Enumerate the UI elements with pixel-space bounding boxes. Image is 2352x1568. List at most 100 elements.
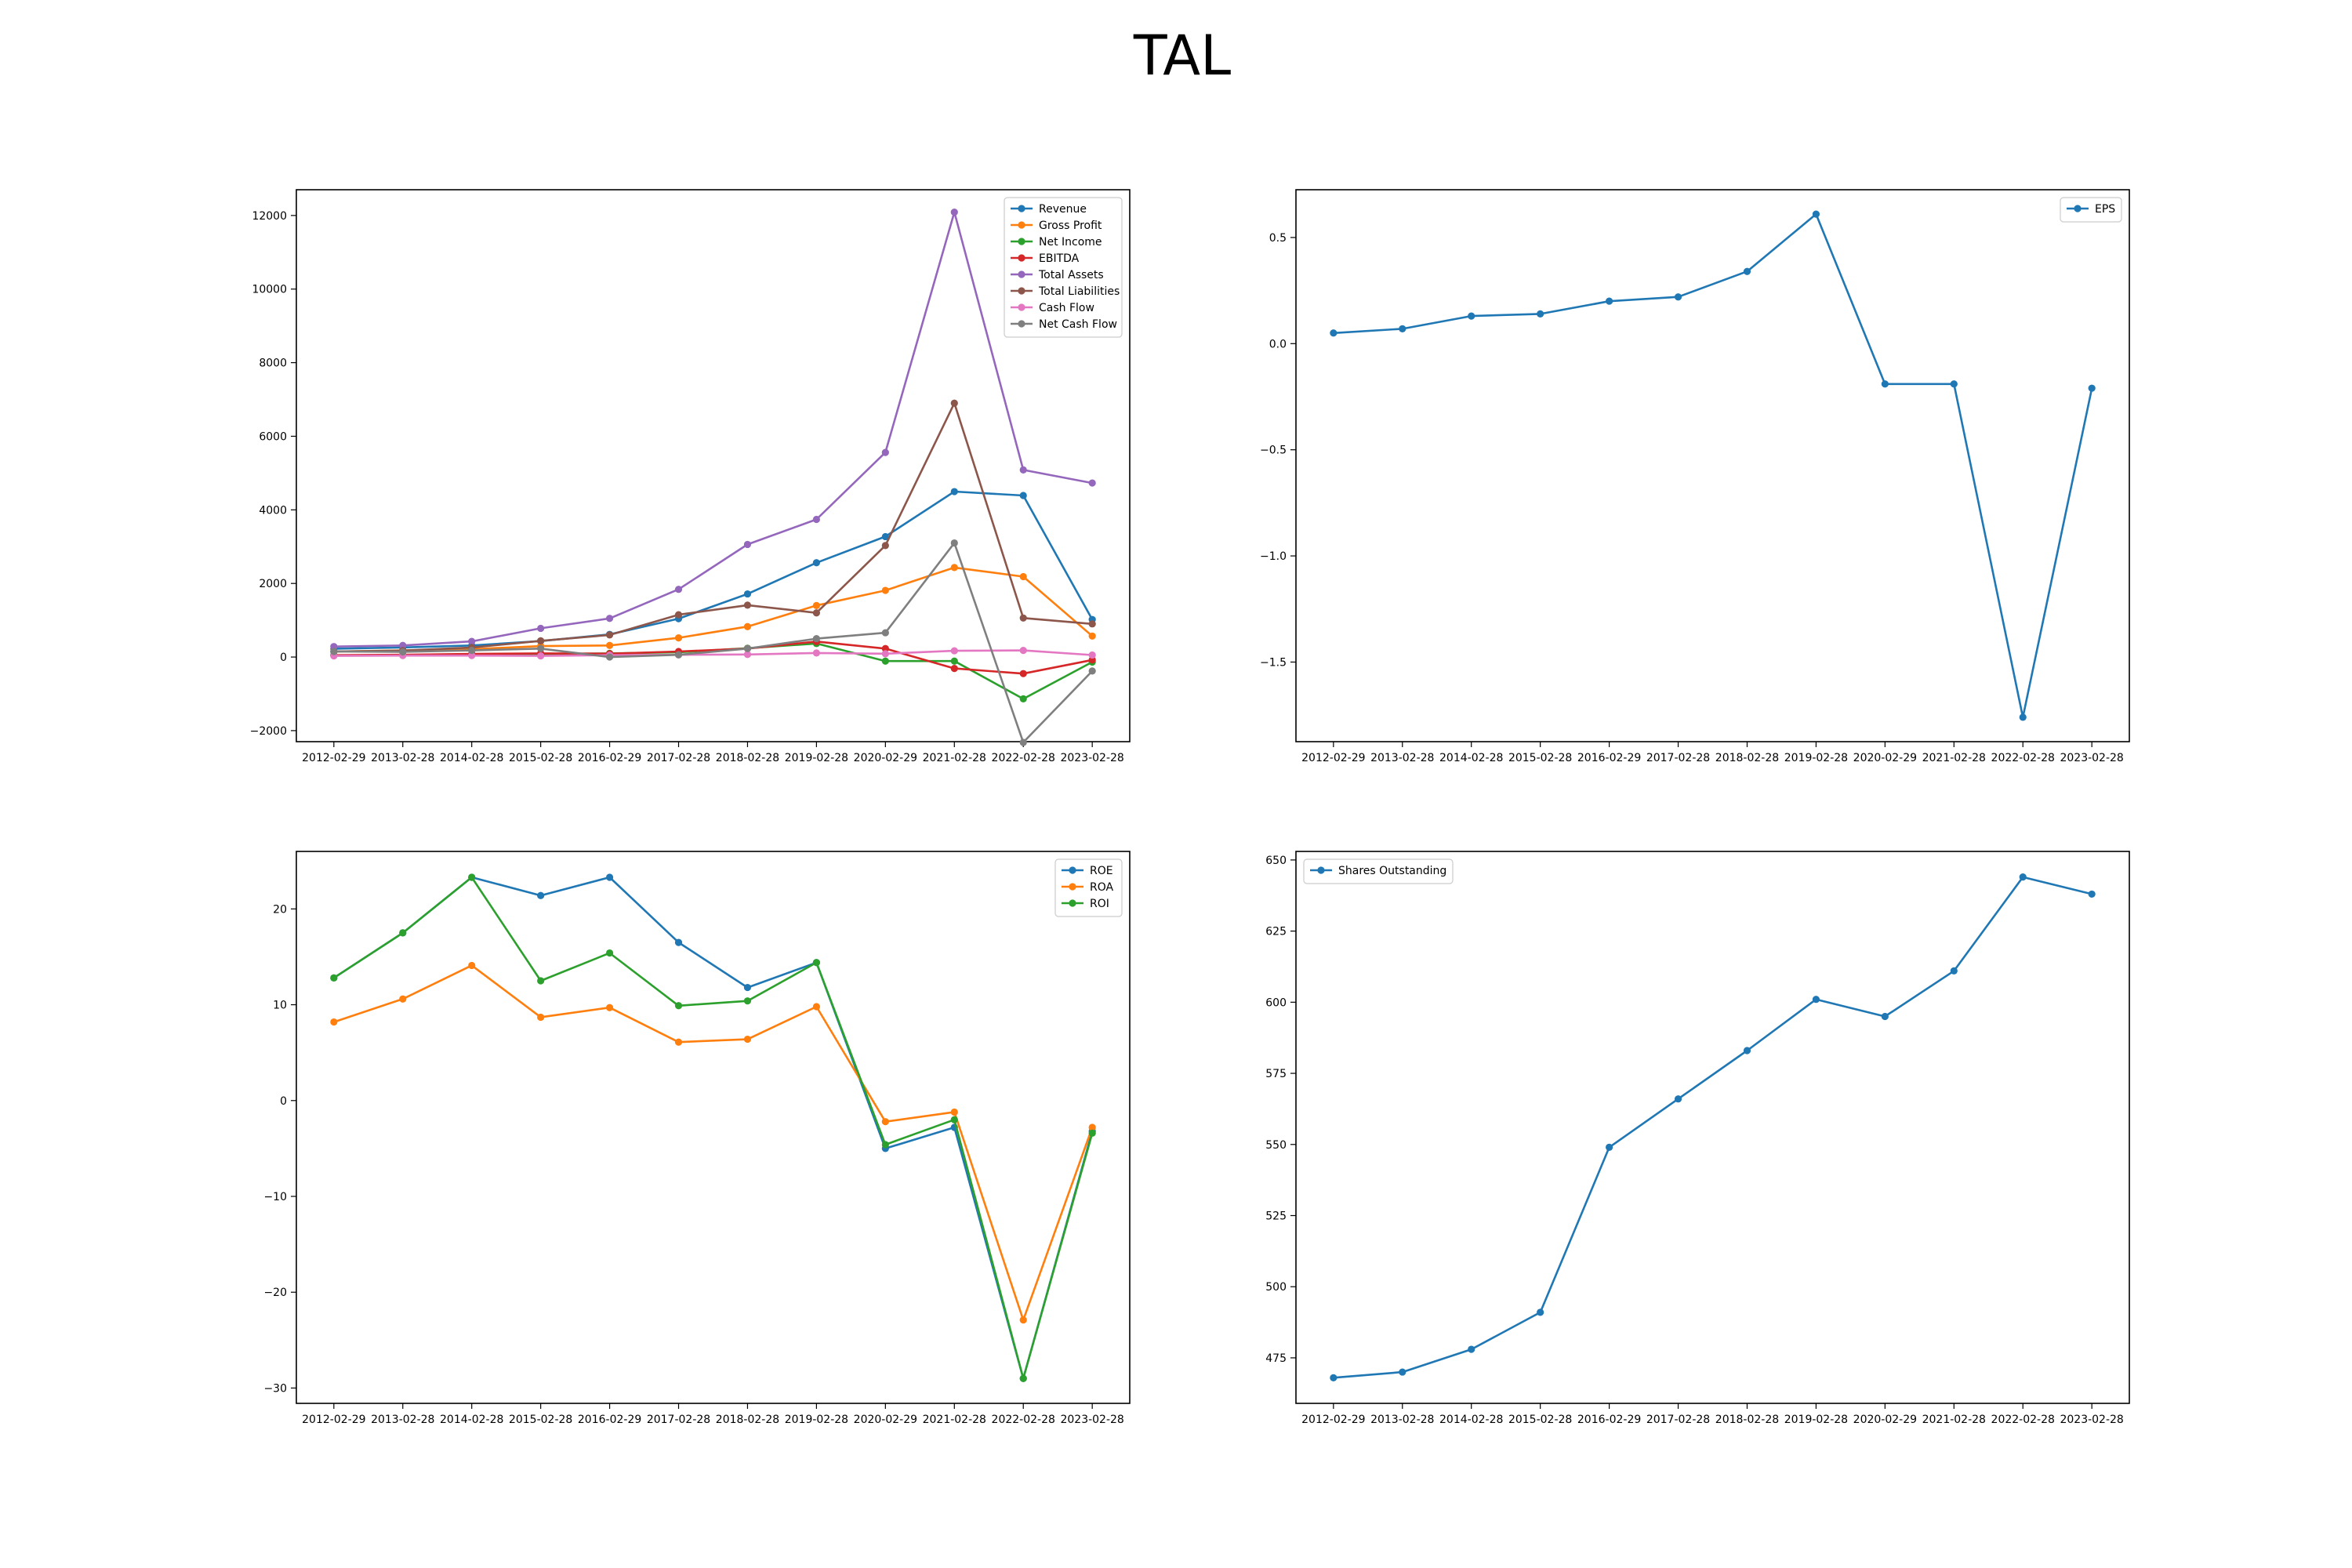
series-total-liabilities-point <box>812 609 821 617</box>
series-eps-point <box>2019 713 2027 721</box>
series-net-cash-flow-line <box>333 542 1094 744</box>
chart-4-y-tick-label: 650 <box>1265 855 1287 867</box>
chart-4-y-tick-label: 525 <box>1265 1210 1287 1222</box>
legend-roa-label: ROA <box>1090 881 1114 894</box>
series-cash-flow-point <box>468 652 476 659</box>
series-roa-point <box>1088 1123 1096 1131</box>
series-roa-point <box>399 995 407 1003</box>
chart-3-y-tick-label: 0 <box>280 1095 287 1108</box>
series-net-cash-flow-point <box>743 644 752 652</box>
chart-4-x-tick-label: 2012-02-29 <box>1301 1414 1365 1426</box>
legend-gross-profit-marker <box>1018 221 1025 229</box>
chart-4-x-tick-label: 2019-02-28 <box>1784 1414 1848 1426</box>
series-shares-outstanding-point <box>1330 1374 1338 1381</box>
chart-3-x-tick-label: 2021-02-28 <box>923 1414 986 1426</box>
chart-3-y-tick-label: 10 <box>273 1000 287 1012</box>
chart-1-x-tick-label: 2020-02-29 <box>854 752 917 764</box>
series-roi-point <box>1088 1129 1096 1137</box>
series-cash-flow-point <box>812 649 821 657</box>
series-shares-outstanding-point <box>1468 1345 1475 1353</box>
series-roi-point <box>881 1141 889 1149</box>
series-roa-point <box>330 1018 338 1026</box>
series-ebitda-point <box>950 665 958 673</box>
series-roa-point <box>950 1108 958 1116</box>
series-total-assets-point <box>468 637 476 645</box>
chart-3-y-tick-label: 20 <box>273 903 287 916</box>
series-total-liabilities-point <box>1088 620 1096 628</box>
series-roi-point <box>330 974 338 982</box>
series-cash-flow-point <box>1088 651 1096 659</box>
series-roe-point <box>537 891 545 899</box>
series-eps-point <box>1743 267 1751 275</box>
chart-3-x-tick-label: 2023-02-28 <box>1060 1414 1123 1426</box>
legend-total-assets-label: Total Assets <box>1038 269 1104 281</box>
series-gross-profit-point <box>881 586 889 594</box>
series-total-assets-point <box>674 586 683 593</box>
series-eps-point <box>1881 380 1889 388</box>
series-cash-flow-point <box>881 650 889 658</box>
series-total-liabilities-point <box>1019 614 1027 622</box>
legend-total-liabilities-label: Total Liabilities <box>1038 285 1120 298</box>
series-roa-point <box>812 1003 821 1011</box>
chart-2-legend: EPS <box>2060 197 2122 223</box>
series-net-cash-flow-point <box>605 653 614 661</box>
chart-1-y-tick-label: 6000 <box>259 430 287 443</box>
series-net-cash-flow-point <box>950 539 958 547</box>
series-shares-outstanding-point <box>1743 1047 1751 1054</box>
series-cash-flow-point <box>537 652 545 660</box>
legend-net-cash-flow-marker <box>1018 320 1025 328</box>
series-net-income-point <box>950 657 958 665</box>
legend-roi-label: ROI <box>1090 898 1109 910</box>
chart-1-y-tick-label: 12000 <box>252 210 287 223</box>
chart-3-y-tick-label: −20 <box>263 1287 287 1299</box>
chart-4-x-tick-label: 2022-02-28 <box>1991 1414 2055 1426</box>
series-net-cash-flow-point <box>399 648 407 656</box>
series-net-cash-flow-point <box>468 647 476 655</box>
chart-1-x-tick-label: 2012-02-29 <box>302 752 365 764</box>
series-eps-point <box>2088 384 2096 392</box>
series-total-assets-point <box>1019 466 1027 474</box>
series-shares-outstanding-point <box>2088 890 2096 898</box>
series-ebitda-point <box>1088 656 1096 664</box>
chart-2: 2012-02-29 2013-02-28 2014-02-28 2015-02-28… <box>1260 189 2130 764</box>
series-gross-profit-point <box>812 601 821 609</box>
series-cash-flow-point <box>950 647 958 655</box>
series-eps-point <box>1605 297 1613 305</box>
legend-roa-marker <box>1069 883 1076 891</box>
chart-1-x-tick-label: 2022-02-28 <box>992 752 1055 764</box>
chart-1-x-tick-label: 2013-02-28 <box>371 752 434 764</box>
legend-net-cash-flow-label: Net Cash Flow <box>1039 318 1117 331</box>
series-gross-profit-point <box>605 641 614 649</box>
chart-4-x-tick-label: 2014-02-28 <box>1439 1414 1503 1426</box>
series-shares-outstanding-point <box>1605 1143 1613 1152</box>
chart-3-x-tick-label: 2015-02-28 <box>509 1414 572 1426</box>
series-roi-point <box>950 1116 958 1123</box>
chart-1-axes-frame <box>296 189 1131 742</box>
chart-4-x-tick-label: 2013-02-28 <box>1370 1414 1434 1426</box>
series-roi-point <box>674 1002 683 1010</box>
series-total-assets-point <box>881 448 889 456</box>
chart-panels: 2012-02-29 2013-02-28 2014-02-28 2015-02-28… <box>250 189 2130 1426</box>
legend-roe-marker <box>1069 866 1076 874</box>
legend-eps-marker <box>2074 205 2082 212</box>
series-shares-outstanding-point <box>2019 873 2027 881</box>
series-shares-outstanding-point <box>1399 1368 1406 1376</box>
series-net-cash-flow-point <box>330 648 338 655</box>
series-total-liabilities-point <box>537 637 545 645</box>
series-roe-line <box>333 876 1094 1380</box>
series-total-liabilities-line <box>333 401 1093 653</box>
legend-total-assets-marker <box>1018 270 1025 278</box>
chart-2-x-tick-label: 2012-02-29 <box>1301 752 1365 764</box>
legend-shares-outstanding-marker <box>1317 866 1325 874</box>
series-roi-point <box>537 977 545 985</box>
series-revenue-point <box>743 590 752 598</box>
series-roe-point <box>605 873 614 881</box>
chart-1-x-tick-label: 2019-02-28 <box>785 752 848 764</box>
legend-revenue-label: Revenue <box>1039 203 1087 216</box>
chart-4-axes-frame <box>1295 851 2130 1404</box>
series-total-assets-point <box>812 515 821 524</box>
chart-3-x-tick-label: 2020-02-29 <box>854 1414 917 1426</box>
series-roe-point <box>743 983 752 992</box>
series-eps-point <box>1468 312 1475 320</box>
legend-frame <box>1303 858 1454 884</box>
